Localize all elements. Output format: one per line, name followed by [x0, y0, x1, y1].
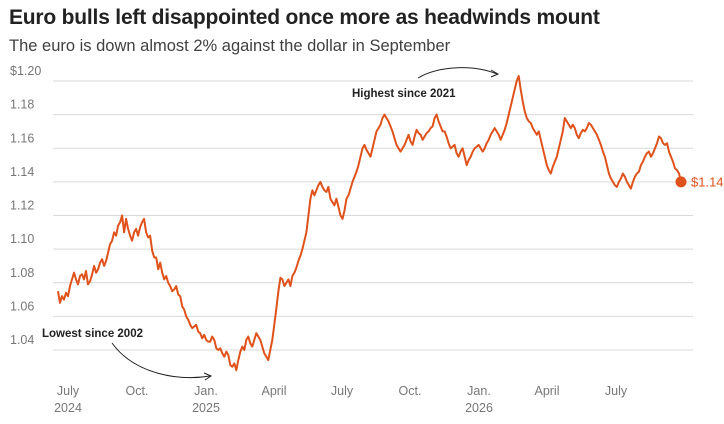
y-tick-label: 1.08: [10, 266, 34, 280]
lowest-annotation-arrow: [111, 342, 211, 379]
x-tick-month-label: April: [261, 384, 286, 398]
x-axis-tick-labels: July 2024 Oct. Jan. 2025 April July Oct. Jan. 202…: [54, 384, 628, 415]
x-tick-month-label: July: [331, 384, 354, 398]
y-tick-label: 1.14: [10, 165, 34, 179]
x-tick-month-label: July: [57, 384, 80, 398]
lowest-arrowhead: [203, 372, 213, 381]
chart-subtitle: The euro is down almost 2% against the d…: [9, 37, 451, 55]
highest-arrowhead: [490, 69, 500, 78]
x-tick-month-label: July: [605, 384, 628, 398]
chart-title: Euro bulls left disappointed once more a…: [9, 6, 600, 29]
y-tick-label: 1.06: [10, 299, 34, 313]
x-tick-month-label: Oct.: [126, 384, 149, 398]
end-point-marker: [675, 176, 687, 188]
end-value-label: $1.14: [691, 174, 724, 189]
y-axis-tick-labels: $1.20 1.18 1.16 1.14 1.12 1.10 1.08 1.06 1.04: [10, 64, 41, 347]
x-tick-month-label: Jan.: [194, 384, 218, 398]
x-tick-year-label: 2024: [54, 401, 82, 415]
annotation-arrows: [111, 67, 500, 381]
y-tick-label: 1.10: [10, 232, 34, 246]
y-tick-label: $1.20: [10, 64, 41, 78]
x-tick-month-label: Oct.: [399, 384, 422, 398]
eur-usd-series-line: [57, 75, 682, 372]
x-tick-year-label: 2025: [192, 401, 220, 415]
x-tick-month-label: Jan.: [467, 384, 491, 398]
y-tick-label: 1.12: [10, 199, 34, 213]
annotation-lowest-since-2002: Lowest since 2002: [42, 328, 143, 340]
annotation-highest-since-2021: Highest since 2021: [352, 88, 456, 100]
highest-annotation-arrow: [417, 67, 498, 79]
y-tick-label: 1.04: [10, 333, 34, 347]
y-tick-label: 1.16: [10, 131, 34, 145]
x-tick-year-label: 2026: [465, 401, 493, 415]
gridlines: [53, 80, 693, 351]
x-tick-month-label: April: [534, 384, 559, 398]
y-tick-label: 1.18: [10, 98, 34, 112]
